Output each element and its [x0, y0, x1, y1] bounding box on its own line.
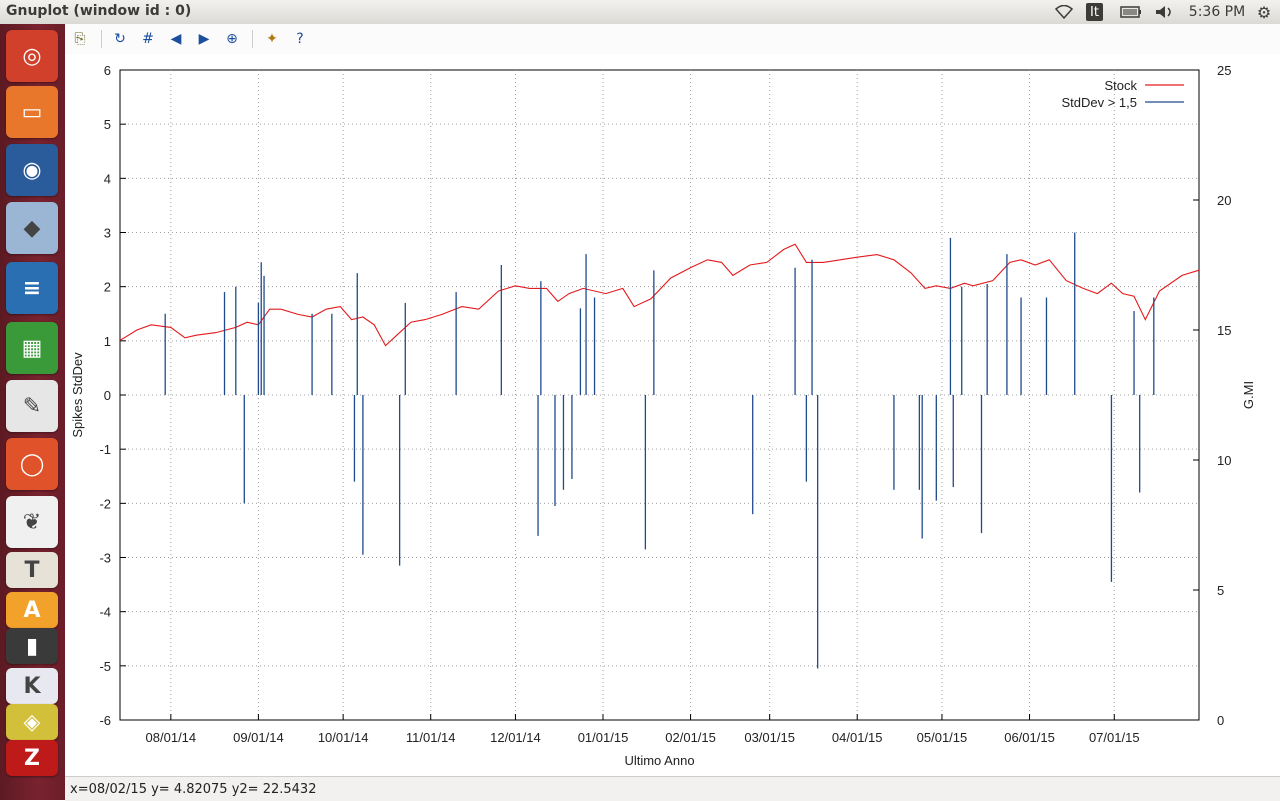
ubuntu-dash-icon-glyph: ◎ [22, 43, 42, 69]
app-icon-3-glyph: K [23, 673, 41, 699]
y-tick-label: -6 [99, 713, 111, 728]
legend-label-stddev: StdDev > 1,5 [1061, 95, 1137, 110]
x-axis-label: Ultimo Anno [624, 753, 694, 768]
x-tick-label: 08/01/14 [146, 730, 197, 745]
y-tick-label: 0 [104, 388, 111, 403]
x-tick-label: 10/01/14 [318, 730, 369, 745]
y-tick-label: 3 [104, 226, 111, 241]
y2-tick-label: 25 [1217, 63, 1231, 78]
y2-tick-label: 20 [1217, 193, 1231, 208]
replot-icon[interactable]: ↻ [114, 31, 126, 47]
clock[interactable]: 5:36 PM [1188, 4, 1246, 20]
files-icon[interactable]: ▭ [6, 86, 58, 138]
firefox-icon-glyph: ◉ [22, 157, 42, 183]
gnuplot-toolbar: ⎘ ↻ # ◀ ▶ ⊕ ✦? [65, 24, 1280, 54]
virtualbox-icon[interactable]: ◆ [6, 202, 58, 254]
battery-icon[interactable] [1118, 0, 1144, 24]
libreoffice-calc-icon[interactable]: ▦ [6, 322, 58, 374]
app-icon[interactable]: ◯ [6, 438, 58, 490]
y-tick-label: -2 [99, 496, 111, 511]
toolbar-separator [101, 30, 102, 48]
text-editor-icon-glyph: ✎ [22, 393, 42, 419]
legend-label-stock: Stock [1104, 78, 1137, 93]
window-title: Gnuplot (window id : 0) [6, 3, 192, 19]
wifi-icon[interactable] [1052, 0, 1076, 24]
y-tick-label: 4 [104, 171, 111, 186]
zoom-next-icon[interactable]: ▶ [198, 31, 210, 47]
terminal-icon-glyph: ▮ [25, 633, 39, 659]
x-tick-label: 12/01/14 [490, 730, 541, 745]
x-tick-label: 02/01/15 [665, 730, 716, 745]
app-icon-4[interactable]: ◈ [6, 704, 58, 740]
y-tick-label: 5 [104, 117, 111, 132]
copy-clipboard-icon[interactable]: ⎘ [74, 31, 86, 47]
x-tick-label: 03/01/15 [744, 730, 795, 745]
x-tick-label: 09/01/14 [233, 730, 284, 745]
zoom-previous-icon[interactable]: ◀ [170, 31, 182, 47]
y-tick-label: -3 [99, 551, 111, 566]
tex-icon-glyph: T [24, 557, 40, 583]
libreoffice-writer-icon[interactable]: ≡ [6, 262, 58, 314]
y-tick-label: 6 [104, 63, 111, 78]
y-tick-label: 1 [104, 334, 111, 349]
files-icon-glyph: ▭ [21, 99, 43, 125]
status-coordinates: x=08/02/15 y= 4.82075 y2= 22.5432 [70, 782, 317, 797]
firefox-icon[interactable]: ◉ [6, 144, 58, 196]
y-tick-label: -4 [99, 605, 111, 620]
chart-svg: -6 -5 -4 -3 -2 -1 0 1 2 3 4 5 6 0 5 10 15 20 25 08/01/14 09/… [70, 63, 1256, 768]
app-icon-glyph: ◯ [19, 451, 45, 477]
x-tick-label: 11/01/14 [406, 730, 456, 745]
filezilla-icon[interactable]: Z [6, 740, 58, 776]
app-icon-4-glyph: ◈ [23, 709, 41, 735]
help-icon[interactable]: ? [296, 31, 304, 47]
y2-tick-label: 5 [1217, 583, 1224, 598]
filezilla-icon-glyph: Z [24, 745, 40, 771]
x-tick-label: 01/01/15 [578, 730, 629, 745]
series-stddev-impulses [164, 232, 1155, 669]
launcher: ◎ ▭ ◉ ◆ ≡ ▦ ✎ ◯ ❦ T A ▮ K ◈ Z [0, 24, 65, 800]
status-bar: x=08/02/15 y= 4.82075 y2= 22.5432 [65, 776, 1280, 801]
y2-tick-label: 10 [1217, 453, 1231, 468]
app-icon-3[interactable]: K [6, 668, 58, 704]
y2-tick-label: 0 [1217, 713, 1224, 728]
grid-icon[interactable]: # [142, 31, 154, 47]
volume-icon[interactable] [1152, 0, 1176, 24]
text-editor-icon[interactable]: ✎ [6, 380, 58, 432]
libreoffice-calc-icon-glyph: ▦ [21, 335, 43, 361]
tex-icon[interactable]: T [6, 552, 58, 588]
y-tick-label: 2 [104, 280, 111, 295]
ubuntu-dash-icon[interactable]: ◎ [6, 30, 58, 82]
keyboard-layout-indicator[interactable]: It [1086, 3, 1103, 21]
pdf-viewer-icon[interactable]: ❦ [6, 496, 58, 548]
virtualbox-icon-glyph: ◆ [23, 215, 41, 241]
plot-area[interactable]: -6 -5 -4 -3 -2 -1 0 1 2 3 4 5 6 0 5 10 15 20 25 08/01/14 09/… [65, 54, 1280, 776]
autoscale-icon[interactable]: ⊕ [226, 31, 238, 47]
series-stock-line [119, 243, 1200, 347]
terminal-icon[interactable]: ▮ [6, 628, 58, 664]
system-gear-icon[interactable]: ⚙ [1256, 2, 1272, 22]
app-icon-2[interactable]: A [6, 592, 58, 628]
y-tick-label: -5 [99, 659, 111, 674]
top-panel: Gnuplot (window id : 0) It 5:36 PM ⚙ [0, 0, 1280, 25]
y-axis-label: Spikes StdDev [70, 352, 85, 438]
y2-axis-label: G.MI [1241, 381, 1256, 409]
plot-border [119, 69, 1200, 721]
pdf-viewer-icon-glyph: ❦ [22, 509, 42, 535]
x-tick-label: 05/01/15 [917, 730, 968, 745]
x-tick-label: 04/01/15 [832, 730, 883, 745]
app-icon-2-glyph: A [23, 597, 41, 623]
y-tick-label: -1 [99, 442, 111, 457]
y2-tick-label: 15 [1217, 323, 1231, 338]
x-tick-label: 07/01/15 [1089, 730, 1140, 745]
x-tick-label: 06/01/15 [1004, 730, 1055, 745]
libreoffice-writer-icon-glyph: ≡ [22, 275, 42, 301]
settings-icon[interactable]: ✦ [266, 31, 278, 47]
legend: Stock StdDev > 1,5 [1061, 78, 1184, 110]
toolbar-separator [252, 30, 253, 48]
